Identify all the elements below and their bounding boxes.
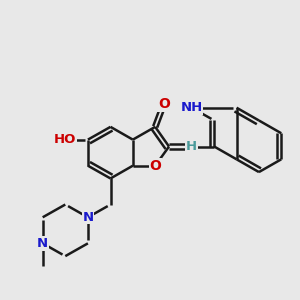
- Text: NH: NH: [181, 101, 203, 114]
- Text: O: O: [149, 159, 161, 173]
- Text: N: N: [82, 211, 94, 224]
- Text: O: O: [158, 97, 170, 111]
- Text: HO: HO: [54, 133, 76, 146]
- Text: N: N: [37, 237, 48, 250]
- Text: H: H: [186, 140, 197, 153]
